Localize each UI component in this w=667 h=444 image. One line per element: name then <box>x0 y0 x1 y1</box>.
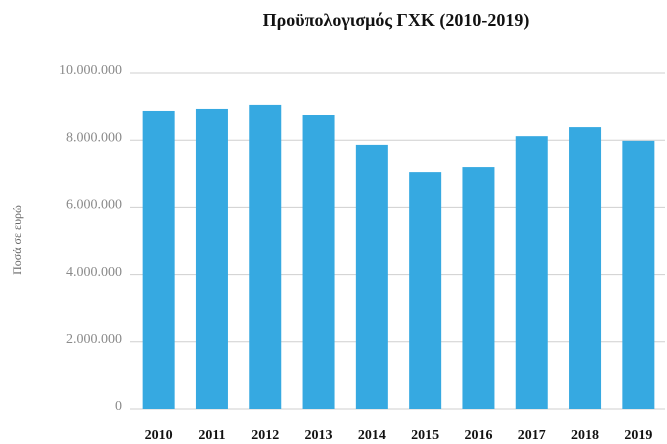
y-tick-label: 4.000.000 <box>66 265 122 280</box>
x-tick-label: 2011 <box>198 428 225 443</box>
bar <box>409 172 442 409</box>
bar <box>142 110 175 409</box>
x-tick-label: 2015 <box>411 428 439 443</box>
x-tick-label: 2016 <box>464 428 492 443</box>
y-tick-label: 8.000.000 <box>66 130 122 145</box>
bar <box>622 140 655 409</box>
bar <box>462 167 495 409</box>
x-tick-label: 2013 <box>305 428 333 443</box>
y-tick-label: 6.000.000 <box>66 198 122 213</box>
y-tick-label: 0 <box>115 399 122 414</box>
x-tick-label: 2017 <box>518 428 546 443</box>
bar <box>249 104 282 410</box>
x-tick-label: 2014 <box>358 428 386 443</box>
x-tick-label: 2010 <box>145 428 173 443</box>
x-tick-label: 2018 <box>571 428 599 443</box>
bar <box>515 136 548 409</box>
y-tick-label: 10.000.000 <box>59 63 122 78</box>
bar <box>355 144 388 410</box>
y-tick-label: 2.000.000 <box>66 332 122 347</box>
x-tick-label: 2019 <box>624 428 652 443</box>
chart-title: Προϋπολογισμός ΓΧΚ (2010-2019) <box>263 10 530 31</box>
bar <box>569 127 602 409</box>
x-tick-label: 2012 <box>251 428 279 443</box>
bar <box>302 115 335 409</box>
bar <box>195 108 228 410</box>
y-axis-label: Ποσά σε ευρώ <box>10 205 24 275</box>
